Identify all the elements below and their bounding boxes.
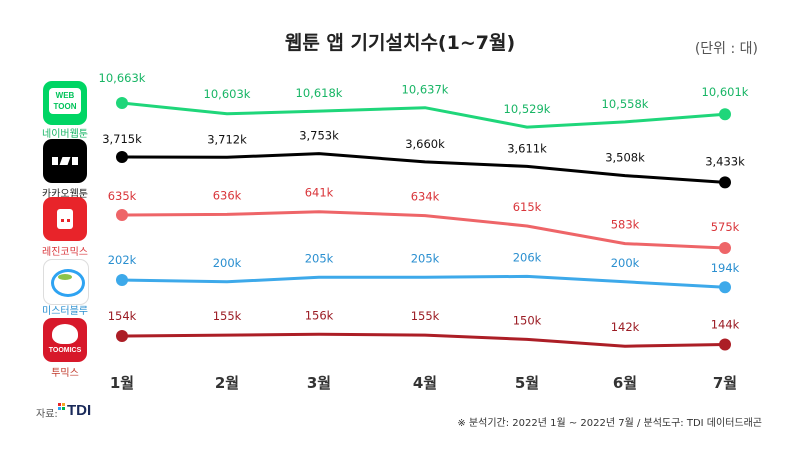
data-label-2-3: 634k — [411, 190, 440, 204]
series-0-point-6 — [719, 108, 731, 121]
data-label-4-6: 144k — [711, 318, 740, 332]
data-label-1-0: 3,715k — [102, 132, 142, 146]
data-label-4-5: 142k — [611, 320, 640, 334]
data-label-0-1: 10,603k — [204, 87, 251, 101]
x-tick-label-3: 4월 — [413, 374, 437, 392]
webtoon-logo-icon: WEB TOON — [43, 81, 87, 125]
data-label-4-3: 155k — [411, 309, 440, 323]
tdi-logo-text: TDI — [67, 402, 91, 419]
series-line-1 — [121, 152, 726, 184]
series-2-point-0 — [116, 209, 128, 221]
series-4-point-0 — [116, 330, 128, 342]
data-label-3-5: 200k — [611, 256, 640, 270]
webtoon-logo-text: WEB TOON — [53, 91, 77, 111]
app-name-label: 네이버웹툰 — [42, 129, 88, 140]
data-label-3-3: 205k — [411, 251, 440, 265]
app-name-label: 레진코믹스 — [42, 247, 88, 258]
series-line-4 — [121, 332, 726, 348]
series-3-point-0 — [116, 274, 128, 286]
data-label-1-5: 3,508k — [605, 151, 645, 165]
data-label-3-1: 200k — [213, 256, 242, 270]
data-label-2-6: 575k — [711, 220, 740, 234]
toomics-logo-icon: TOOMICS — [43, 318, 87, 362]
x-tick-label-5: 6월 — [613, 374, 637, 392]
x-tick-label-1: 2월 — [215, 374, 239, 392]
data-label-0-5: 10,558k — [602, 97, 649, 111]
data-label-2-4: 615k — [513, 200, 542, 214]
app-name-label: 카카오웹툰 — [42, 189, 88, 200]
series-0-point-0 — [116, 97, 128, 109]
data-label-2-0: 635k — [108, 189, 137, 203]
data-label-1-3: 3,660k — [405, 137, 445, 151]
app-name-label: 투믹스 — [51, 368, 79, 379]
data-label-3-0: 202k — [108, 253, 137, 267]
data-label-1-1: 3,712k — [207, 132, 247, 146]
data-label-0-0: 10,663k — [99, 71, 146, 85]
data-label-2-1: 636k — [213, 188, 242, 202]
series-4-point-6 — [719, 338, 731, 351]
data-label-1-6: 3,433k — [705, 154, 745, 168]
chart-title: 웹툰 앱 기기설치수(1~7월) — [284, 32, 516, 54]
data-label-0-4: 10,529k — [504, 102, 551, 116]
footnote: ※ 분석기간: 2022년 1월 ~ 2022년 7월 / 분석도구: TDI … — [457, 418, 762, 429]
series-3-point-6 — [719, 281, 731, 294]
data-label-3-6: 194k — [711, 261, 740, 275]
data-label-0-6: 10,601k — [702, 85, 749, 99]
data-label-4-1: 155k — [213, 309, 242, 323]
series-1-point-0 — [116, 151, 128, 163]
series-2-point-6 — [719, 242, 731, 254]
data-label-3-2: 205k — [305, 251, 334, 265]
data-label-4-0: 154k — [108, 309, 137, 323]
data-label-1-2: 3,753k — [299, 129, 339, 143]
series-line-0 — [121, 101, 726, 129]
data-label-1-4: 3,611k — [507, 141, 547, 155]
data-label-4-2: 156k — [305, 308, 334, 322]
series-line-3 — [121, 274, 726, 289]
lezhin-logo-icon — [43, 197, 87, 241]
toomics-logo-text: TOOMICS — [48, 347, 82, 354]
series-line-2 — [121, 210, 726, 250]
tdi-logo-icon: TDI — [58, 402, 91, 419]
data-label-0-3: 10,637k — [402, 83, 449, 97]
x-tick-label-4: 5월 — [515, 374, 539, 392]
source-label: 자료: — [36, 409, 58, 420]
data-label-2-5: 583k — [611, 218, 640, 232]
app-name-label: 미스터블루 — [42, 306, 88, 317]
kakao-webtoon-logo-icon — [43, 139, 87, 183]
data-label-4-4: 150k — [513, 313, 542, 327]
mrblue-logo-icon — [43, 259, 89, 305]
series-1-point-6 — [719, 176, 731, 189]
x-tick-label-2: 3월 — [307, 374, 331, 392]
x-tick-label-0: 1월 — [110, 374, 134, 392]
unit-label: (단위 : 대) — [694, 41, 758, 57]
x-tick-label-6: 7월 — [713, 374, 737, 392]
data-label-3-4: 206k — [513, 250, 542, 264]
data-label-2-2: 641k — [305, 186, 334, 200]
data-label-0-2: 10,618k — [296, 86, 343, 100]
